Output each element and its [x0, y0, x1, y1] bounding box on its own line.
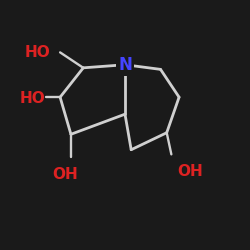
Text: OH: OH — [52, 167, 78, 182]
Text: N: N — [118, 56, 132, 74]
Text: HO: HO — [20, 91, 46, 106]
Text: OH: OH — [178, 164, 203, 179]
Text: HO: HO — [24, 45, 50, 60]
